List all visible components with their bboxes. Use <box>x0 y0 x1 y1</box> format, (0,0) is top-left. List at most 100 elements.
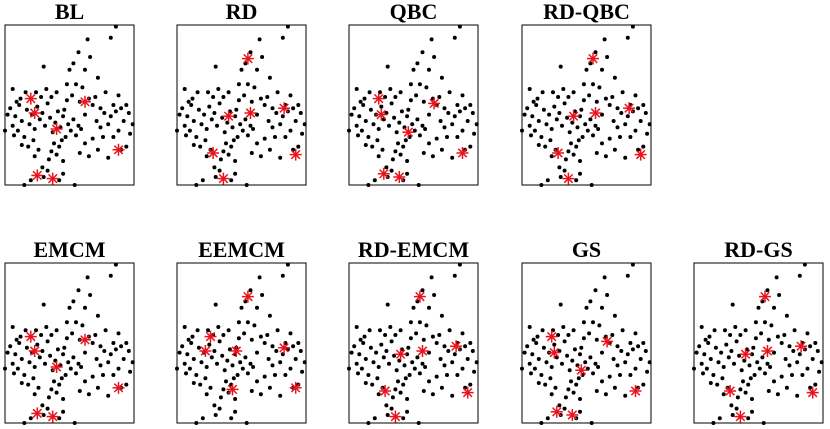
pool-point <box>357 352 362 357</box>
pool-point <box>251 365 256 369</box>
pool-point <box>45 406 50 411</box>
pool-point <box>39 333 44 337</box>
panel-emcm: EMCM <box>3 237 135 425</box>
pool-point <box>417 371 422 376</box>
pool-point <box>398 328 403 333</box>
pool-point <box>763 371 767 376</box>
selected-sample-marker <box>112 143 125 156</box>
selected-sample-marker <box>222 110 235 123</box>
selected-sample-marker <box>759 290 771 303</box>
pool-point <box>572 347 577 352</box>
pool-point <box>597 323 602 328</box>
pool-point <box>296 103 301 107</box>
pool-point <box>434 341 439 345</box>
pool-point <box>787 363 792 368</box>
pool-point <box>108 35 113 40</box>
selected-sample-marker <box>289 381 302 394</box>
pool-point <box>766 389 771 393</box>
pool-point <box>594 99 599 104</box>
pool-point <box>405 114 410 119</box>
pool-point <box>189 341 194 345</box>
pool-point <box>741 379 745 384</box>
pool-point <box>249 99 254 104</box>
pool-point <box>185 114 190 119</box>
pool-point <box>447 328 452 333</box>
pool-point <box>63 373 68 377</box>
pool-point <box>562 406 567 411</box>
pool-point <box>262 103 267 107</box>
pool-point <box>378 328 382 333</box>
pool-point <box>357 114 362 119</box>
pool-point <box>218 395 223 400</box>
selected-sample-marker <box>31 407 44 420</box>
pool-point <box>558 64 563 69</box>
pool-point <box>204 154 209 159</box>
pool-point <box>813 382 818 387</box>
pool-point <box>90 374 95 379</box>
pool-point <box>354 87 359 91</box>
pool-point <box>76 361 81 366</box>
pool-point <box>460 128 465 133</box>
pool-point <box>255 350 259 355</box>
pool-point <box>465 357 470 361</box>
pool-point <box>702 352 707 357</box>
pool-point <box>349 112 354 117</box>
pool-point <box>19 381 24 385</box>
selected-sample-marker <box>28 107 41 119</box>
pool-point <box>28 416 33 421</box>
pool-point <box>255 67 259 72</box>
pool-point <box>607 374 612 379</box>
pool-point <box>641 341 646 345</box>
pool-point <box>442 125 447 130</box>
pool-point <box>393 387 398 392</box>
pool-point <box>266 357 271 361</box>
pool-point <box>95 385 100 390</box>
selected-sample-marker <box>461 386 474 399</box>
pool-point <box>643 111 648 115</box>
pool-point <box>361 341 366 345</box>
pool-point <box>434 136 439 141</box>
pool-point <box>423 365 428 369</box>
pool-point <box>450 155 455 160</box>
pool-point <box>8 106 13 111</box>
pool-point <box>594 389 599 393</box>
pool-point <box>359 128 364 133</box>
pool-point <box>549 154 554 159</box>
pool-point <box>612 147 617 152</box>
pool-point <box>645 131 650 136</box>
pool-point <box>769 323 774 328</box>
pool-point <box>625 352 630 357</box>
pool-point <box>699 361 704 366</box>
pool-point <box>439 385 444 390</box>
pool-point <box>565 353 570 358</box>
pool-point <box>527 325 532 329</box>
pool-point <box>347 128 351 133</box>
pool-point <box>79 365 84 369</box>
pool-point <box>760 355 765 360</box>
pool-point <box>218 157 223 162</box>
pool-point <box>198 382 203 387</box>
pool-point <box>251 127 256 131</box>
selected-sample-marker <box>589 107 602 119</box>
pool-point <box>560 361 564 366</box>
pool-point <box>772 379 776 384</box>
pool-point <box>750 397 754 401</box>
pool-point <box>23 90 28 95</box>
pool-point <box>641 382 646 387</box>
pool-point <box>191 119 196 123</box>
pool-point <box>470 111 475 115</box>
pool-point <box>711 373 716 377</box>
pool-point <box>12 371 16 376</box>
pool-point <box>273 135 277 139</box>
pool-point <box>248 123 253 128</box>
panel-title: RD <box>226 0 258 24</box>
pool-point <box>387 361 391 366</box>
pool-point <box>83 67 87 72</box>
pool-point <box>379 104 384 109</box>
pool-point <box>384 349 389 353</box>
pool-point <box>35 342 40 347</box>
pool-point <box>439 75 444 80</box>
pool-point <box>367 328 372 333</box>
pool-point <box>233 397 238 401</box>
pool-point <box>85 37 90 42</box>
